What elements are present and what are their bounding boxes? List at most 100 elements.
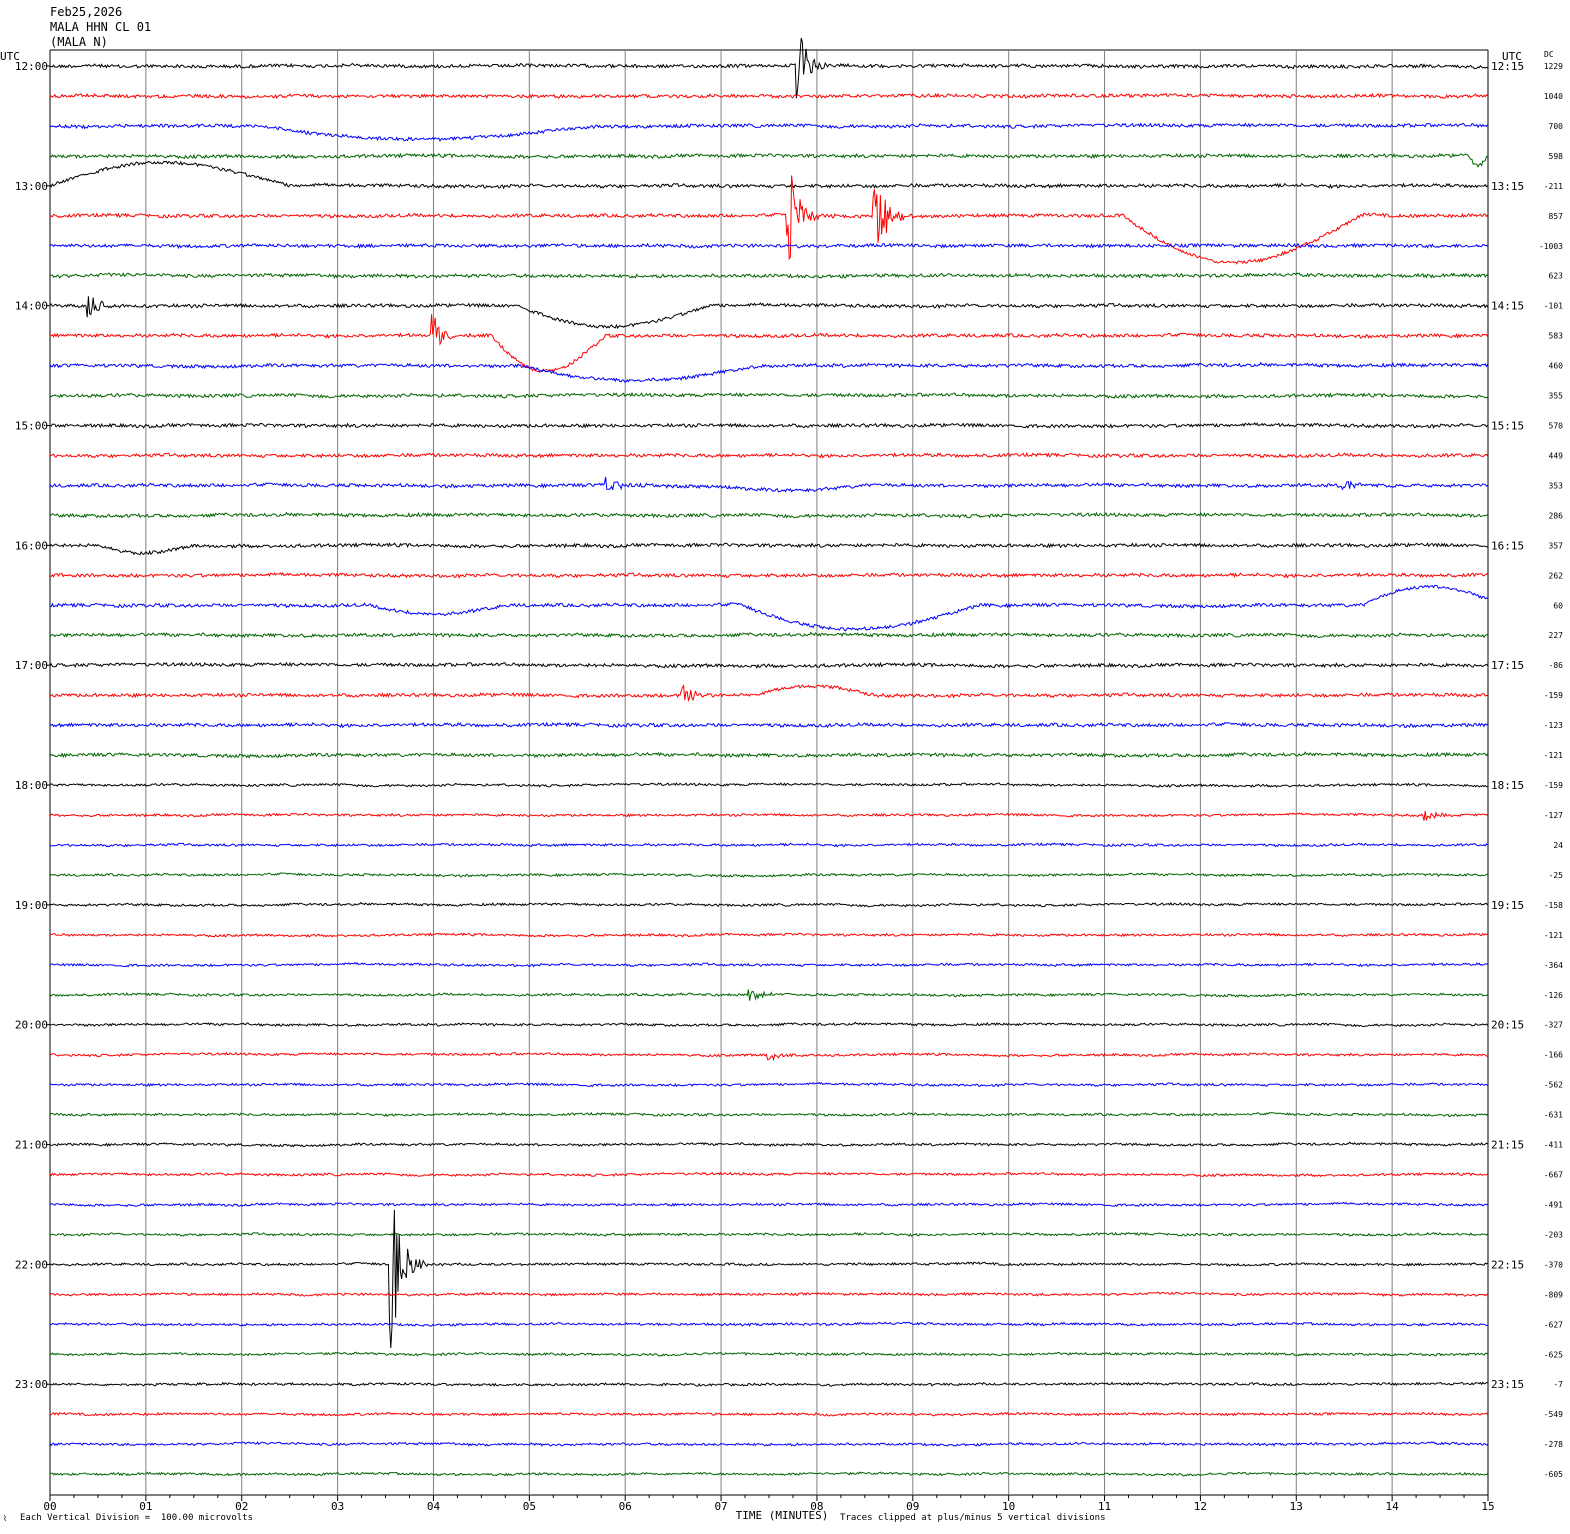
dc-offset-label: -121	[1544, 751, 1563, 760]
dc-offset-label: -491	[1544, 1200, 1563, 1209]
left-time-label: 22:00	[15, 1258, 48, 1271]
dc-offset-label: -327	[1544, 1021, 1563, 1030]
dc-offset-label: 286	[1549, 511, 1564, 520]
header-station: (MALA N)	[50, 35, 108, 49]
left-time-label: 21:00	[15, 1139, 48, 1152]
axis-labels: 00 01 02 03 04 05 06 07 08 09 10 11 12 13 14 15 TIME (MI…	[0, 50, 1563, 1522]
dc-offset-label: -1003	[1539, 242, 1563, 251]
dc-offset-label: -631	[1544, 1111, 1563, 1120]
x-tick-label: 14	[1386, 1500, 1400, 1513]
right-time-label: 15:15	[1491, 420, 1524, 433]
right-time-label: 20:15	[1491, 1019, 1524, 1032]
seismic-trace	[49, 684, 1488, 702]
seismic-trace	[49, 721, 1488, 729]
dc-offset-label: -7	[1553, 1380, 1563, 1389]
left-time-label: 13:00	[15, 180, 48, 193]
seismic-trace	[49, 1321, 1488, 1327]
seismic-trace	[49, 661, 1488, 669]
left-axis-label: UTC	[0, 50, 20, 63]
seismic-trace	[49, 782, 1488, 788]
right-time-label: 14:15	[1491, 300, 1524, 313]
scale-icon: ⌇	[3, 1514, 7, 1523]
seismic-trace	[49, 1441, 1488, 1447]
dc-offset-label: -86	[1549, 661, 1564, 670]
seismic-trace	[49, 901, 1488, 908]
seismic-trace	[49, 1411, 1488, 1417]
x-tick-label: 05	[523, 1500, 536, 1513]
seismic-trace	[49, 1171, 1488, 1178]
dc-offset-label: 570	[1549, 422, 1564, 431]
dc-offset-label: -411	[1544, 1141, 1563, 1150]
seismic-trace	[49, 631, 1488, 639]
x-tick-label: 02	[235, 1500, 248, 1513]
right-time-label: 18:15	[1491, 779, 1524, 792]
seismic-trace	[49, 92, 1488, 100]
seismic-trace	[49, 391, 1488, 400]
seismic-trace	[49, 175, 1488, 265]
dc-offset-label: 1040	[1544, 92, 1563, 101]
seismic-trace	[49, 1381, 1488, 1387]
seismic-trace	[49, 422, 1488, 430]
seismic-trace	[49, 1471, 1488, 1477]
dc-offset-label: 262	[1549, 571, 1564, 580]
right-time-label: 22:15	[1491, 1258, 1524, 1271]
x-tick-label: 13	[1290, 1500, 1303, 1513]
dc-offset-label: -159	[1544, 691, 1563, 700]
left-time-label: 15:00	[15, 420, 48, 433]
x-tick-label: 00	[43, 1500, 56, 1513]
left-time-label: 23:00	[15, 1378, 48, 1391]
dc-offset-label: -126	[1544, 991, 1563, 1000]
left-time-label: 20:00	[15, 1019, 48, 1032]
dc-offset-label: -667	[1544, 1171, 1563, 1180]
seismic-trace	[49, 751, 1489, 759]
dc-offset-label: -278	[1544, 1440, 1563, 1449]
right-time-label: 17:15	[1491, 659, 1524, 672]
x-tick-label: 01	[139, 1500, 152, 1513]
dc-offset-label: -211	[1544, 182, 1563, 191]
dc-offset-label: 355	[1549, 392, 1564, 401]
header-date: Feb25,2026	[50, 5, 123, 19]
seismic-trace	[49, 1231, 1488, 1237]
dc-offset-label: 598	[1549, 152, 1564, 161]
dc-offset-label: -121	[1544, 931, 1563, 940]
dc-offset-label: -123	[1544, 721, 1563, 730]
x-tick-label: 03	[331, 1500, 344, 1513]
dc-offset-label: -370	[1544, 1260, 1563, 1269]
x-tick-label: 09	[906, 1500, 919, 1513]
seismic-trace	[49, 314, 1489, 373]
dc-offset-label: -364	[1544, 961, 1563, 970]
left-time-label: 18:00	[15, 779, 48, 792]
dc-offset-label: 357	[1549, 541, 1564, 550]
dc-offset-label: -549	[1544, 1410, 1563, 1419]
clip-note: Traces clipped at plus/minus 5 vertical …	[840, 1513, 1106, 1523]
seismic-trace	[49, 1021, 1488, 1028]
grid-lines	[46, 49, 1489, 1501]
left-time-label: 16:00	[15, 539, 48, 552]
seismic-trace	[50, 584, 1488, 632]
x-tick-label: 08	[810, 1500, 823, 1513]
left-time-label: 14:00	[15, 300, 48, 313]
dc-offset-label: 449	[1549, 451, 1564, 460]
dc-offset-label: -127	[1544, 811, 1563, 820]
header-channel: MALA HHN CL 01	[50, 20, 152, 34]
seismic-trace	[49, 1201, 1488, 1208]
seismic-trace	[49, 989, 1488, 1001]
dc-offset-label: 700	[1549, 122, 1564, 131]
dc-offset-label: -605	[1544, 1470, 1563, 1479]
dc-offset-label: 857	[1549, 212, 1564, 221]
x-tick-label: 12	[1194, 1500, 1207, 1513]
seismic-trace	[49, 160, 1488, 190]
dc-offset-label: 1229	[1544, 62, 1563, 71]
dc-offset-label: 583	[1549, 332, 1564, 341]
seismic-trace	[49, 242, 1488, 250]
x-tick-label: 10	[1002, 1500, 1015, 1513]
seismic-trace	[49, 272, 1488, 280]
seismic-trace	[49, 152, 1488, 168]
seismic-trace	[49, 571, 1488, 579]
dc-offset-label: -627	[1544, 1320, 1563, 1329]
left-time-label: 17:00	[15, 659, 48, 672]
seismic-trace	[49, 1081, 1488, 1088]
x-tick-label: 04	[427, 1500, 441, 1513]
dc-label: DC	[1544, 50, 1554, 59]
right-time-label: 21:15	[1491, 1139, 1524, 1152]
